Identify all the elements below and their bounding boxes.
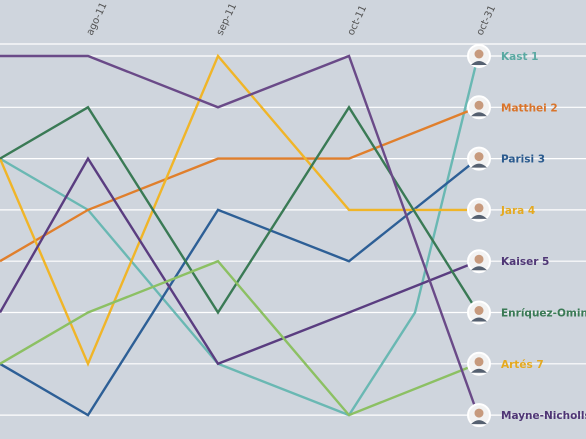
avatar-body-icon: [471, 214, 487, 219]
avatar-face-icon: [474, 49, 484, 59]
candidate-name: Artés 7: [501, 359, 544, 371]
x-tick-label: oct-11: [346, 4, 369, 38]
avatar-body-icon: [471, 420, 487, 425]
series-lines: [0, 53, 480, 417]
candidate-name: Mayne-Nicholls: [501, 410, 586, 422]
candidate-name: Enríquez-Omina: [501, 308, 586, 320]
x-tick-label: ago-11: [85, 1, 110, 37]
series-line: [0, 157, 479, 417]
candidate-label: Parisi 3: [467, 146, 545, 171]
avatar-body-icon: [471, 112, 487, 117]
x-tick-label: sep-11: [215, 2, 239, 38]
end-labels: Kast 1 Matthei 2 Parisi 3 Jara 4 Kaiser 5 Enr…: [467, 44, 586, 428]
series-line: [0, 156, 479, 366]
avatar-face-icon: [474, 306, 484, 315]
x-axis-ticks: ago-11 sep-11 oct-11 oct-31: [85, 1, 498, 37]
avatar-body-icon: [471, 317, 487, 322]
candidate-label: Matthei 2: [467, 95, 558, 120]
avatar-face-icon: [474, 203, 484, 213]
candidate-name: Kast 1: [501, 51, 538, 63]
series-line: [0, 55, 480, 417]
avatar-face-icon: [474, 100, 484, 110]
avatar-body-icon: [471, 368, 487, 373]
candidate-label: Kaiser 5: [467, 249, 549, 274]
x-tick-label: oct-31: [475, 4, 498, 38]
avatar-face-icon: [474, 254, 484, 264]
avatar-body-icon: [471, 266, 487, 271]
candidate-name: Matthei 2: [501, 102, 558, 114]
candidate-name: Kaiser 5: [501, 256, 549, 268]
series-line: [0, 54, 480, 416]
candidate-label: Jara 4: [467, 197, 535, 222]
avatar-body-icon: [471, 163, 487, 168]
series-line: [0, 259, 479, 417]
avatar-face-icon: [474, 357, 484, 367]
series-line: [0, 53, 478, 367]
series-line: [0, 106, 479, 263]
candidate-label: Artés 7: [467, 351, 544, 376]
avatar-body-icon: [471, 61, 487, 65]
candidate-name: Jara 4: [500, 205, 535, 217]
candidate-label: Kast 1: [467, 44, 538, 68]
candidate-name: Parisi 3: [501, 154, 545, 166]
candidate-label: Mayne-Nicholls: [467, 403, 586, 428]
candidate-label: Enríquez-Omina: [467, 300, 586, 325]
avatar-face-icon: [474, 152, 484, 162]
avatar-face-icon: [474, 408, 484, 418]
